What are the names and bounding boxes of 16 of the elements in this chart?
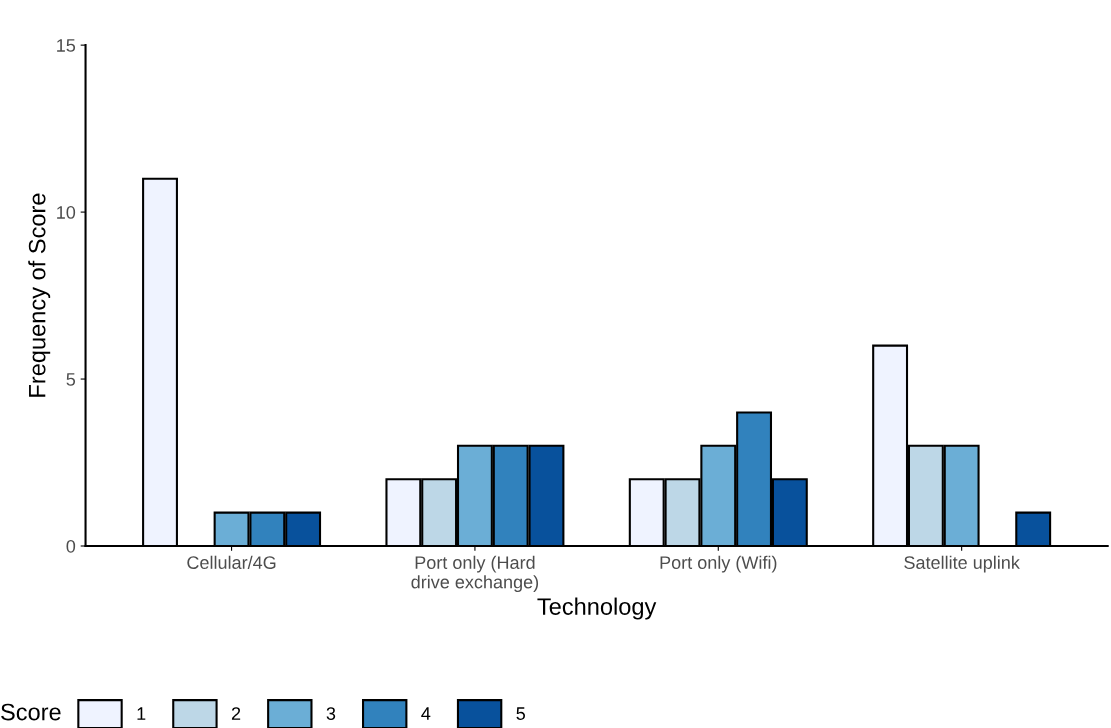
x-tick-label: Cellular/4G <box>187 555 276 569</box>
y-axis-title: Frequency of Score <box>28 193 51 397</box>
y-tick-label: 15 <box>57 39 76 52</box>
legend-title: Score <box>1 703 61 721</box>
x-tick-label: Port only (Wifi) <box>660 555 777 573</box>
legend-label: 2 <box>231 707 241 720</box>
legend-label: 4 <box>421 707 431 720</box>
y-tick-label: 0 <box>66 539 76 553</box>
legend-label: 3 <box>326 707 336 720</box>
x-axis-title: Technology <box>537 597 657 620</box>
y-tick-label: 10 <box>57 206 76 219</box>
legend-label: 5 <box>516 707 526 720</box>
x-tick-label: Port only (Hard drive exchange) <box>411 555 539 592</box>
x-tick-label: Satellite uplink <box>904 555 1020 573</box>
y-tick-label: 5 <box>66 373 76 386</box>
legend-label: 1 <box>137 707 146 720</box>
